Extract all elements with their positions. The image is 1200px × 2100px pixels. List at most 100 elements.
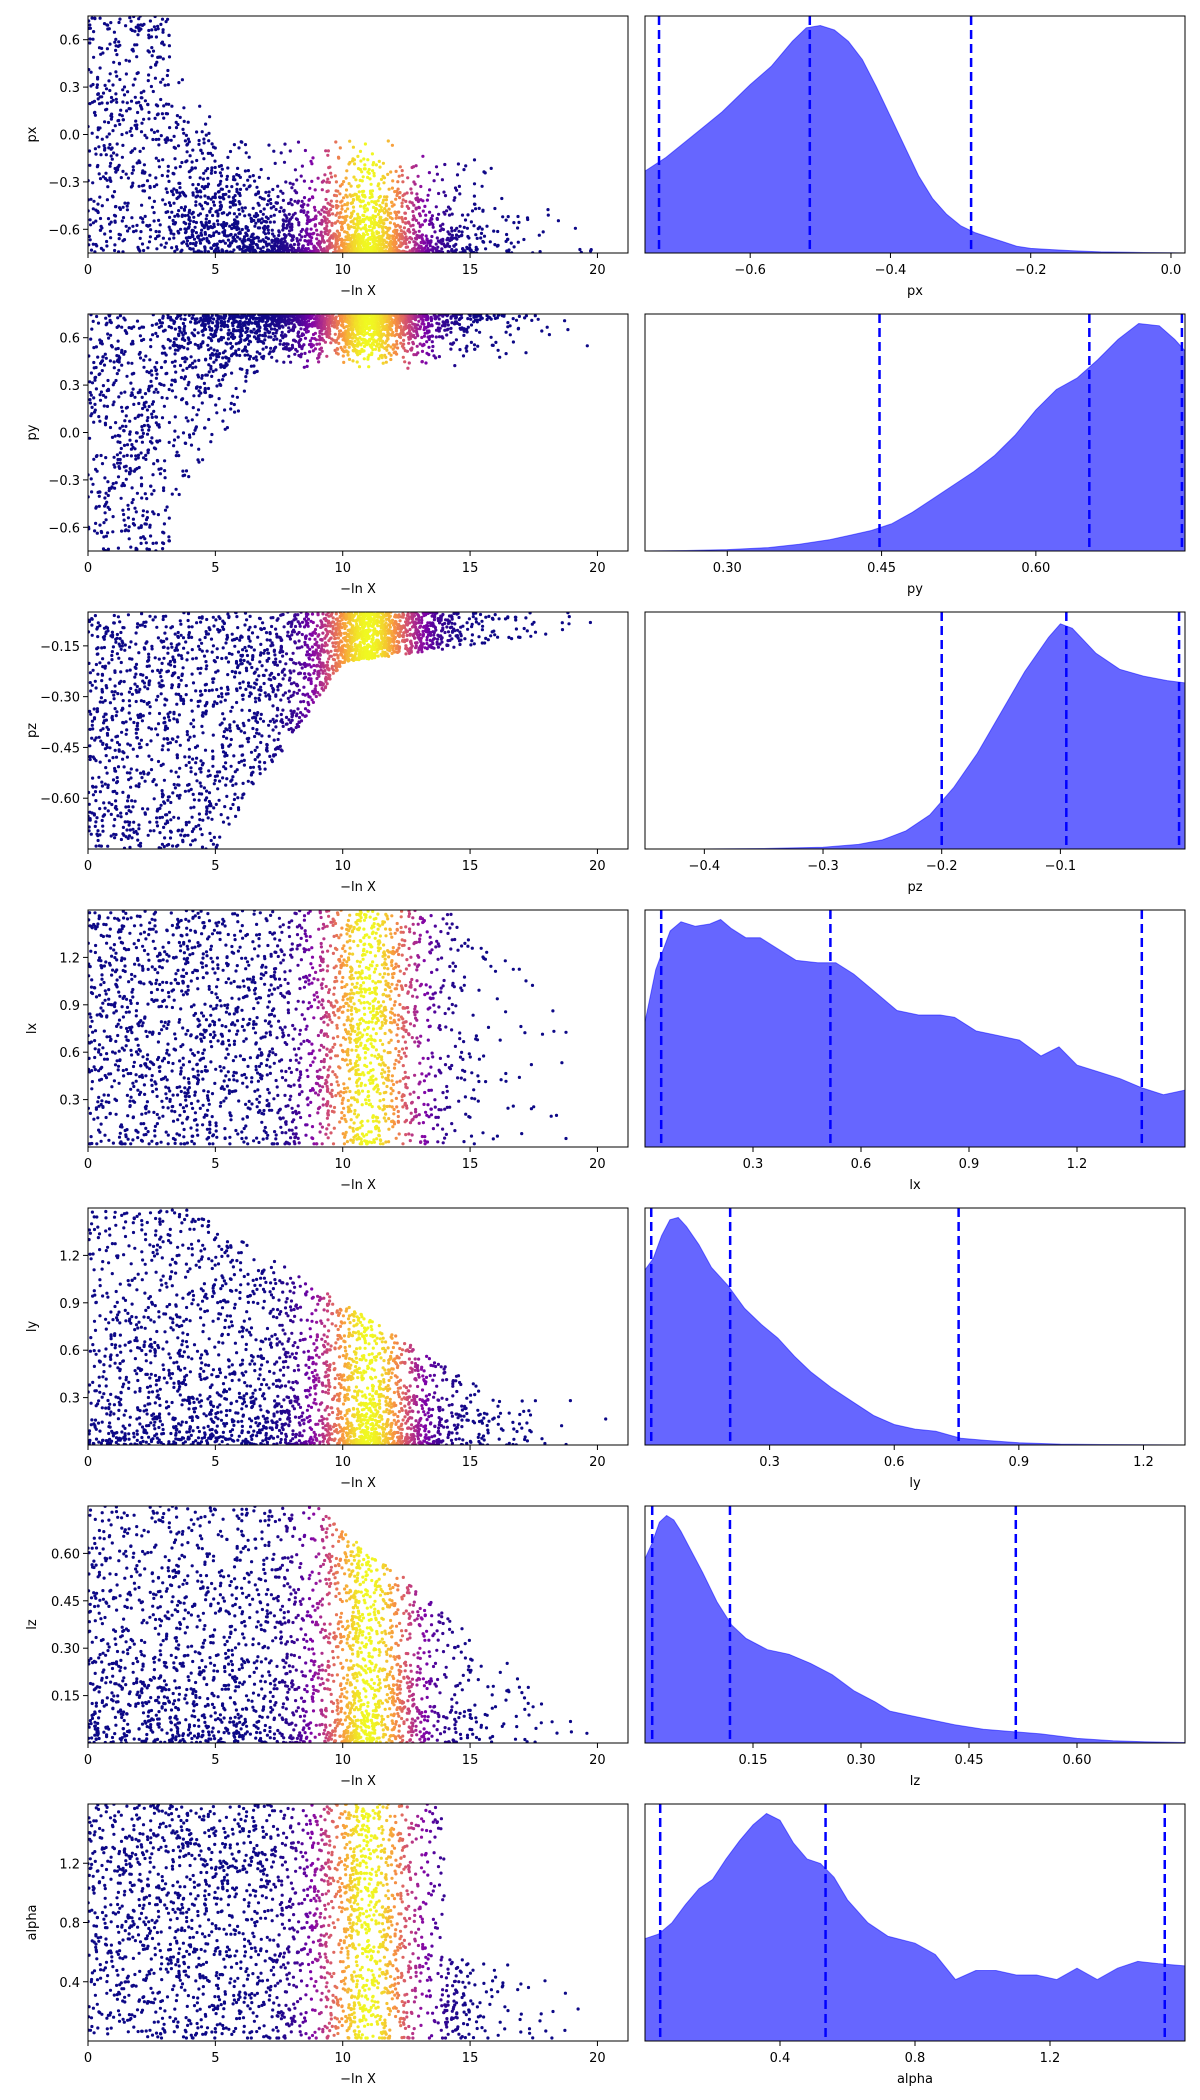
scatter-point [128, 129, 132, 133]
scatter-point [192, 250, 196, 253]
scatter-point [204, 358, 208, 362]
scatter-point [405, 237, 409, 241]
scatter-point [348, 245, 352, 249]
scatter-point [184, 441, 188, 445]
scatter-point [422, 314, 426, 317]
scatter-point [177, 209, 181, 213]
scatter-point [113, 465, 117, 469]
scatter-point [179, 317, 183, 321]
scatter-point [472, 182, 477, 186]
scatter-point [156, 27, 160, 31]
scatter-point [186, 137, 190, 141]
scatter-point [105, 239, 109, 244]
scatter-point [138, 149, 142, 153]
scatter-point [287, 348, 291, 352]
scatter-point [142, 337, 146, 342]
scatter-point [300, 199, 304, 203]
scatter-point [288, 149, 292, 153]
scatter-point [213, 159, 217, 163]
scatter-point [290, 203, 294, 207]
scatter-point [139, 216, 143, 220]
scatter-point [192, 333, 196, 337]
scatter-point [382, 325, 386, 329]
scatter-point [462, 225, 466, 229]
scatter-point [183, 360, 187, 364]
scatter-point [134, 510, 138, 514]
scatter-point [275, 237, 279, 241]
scatter-point [147, 240, 152, 244]
scatter-point [468, 314, 472, 318]
scatter-point [362, 189, 366, 193]
scatter-point [204, 217, 208, 221]
scatter-point [187, 380, 191, 384]
scatter-point [98, 398, 103, 402]
scatter-point [173, 359, 177, 363]
scatter-point [225, 184, 229, 189]
scatter-point [207, 321, 211, 325]
scatter-point [214, 403, 218, 407]
scatter-point [382, 181, 386, 185]
scatter-point [180, 398, 184, 402]
scatter-point [365, 208, 369, 212]
scatter-point [238, 187, 243, 191]
scatter-point [179, 227, 183, 231]
scatter-point [496, 229, 500, 234]
scatter-point [181, 368, 185, 372]
scatter-point [352, 222, 356, 226]
scatter-point [98, 228, 103, 232]
scatter-point [181, 333, 185, 337]
scatter-point [113, 214, 118, 218]
scatter-point [314, 246, 318, 250]
scatter-point [115, 453, 119, 457]
scatter-point [197, 142, 201, 146]
scatter-point [214, 330, 218, 334]
scatter-point [219, 383, 223, 387]
scatter-point [367, 217, 371, 221]
scatter-point [421, 199, 425, 203]
scatter-point [142, 423, 146, 428]
scatter-point [163, 459, 167, 463]
scatter-point [342, 241, 346, 245]
scatter-point [429, 216, 433, 221]
scatter-point [362, 167, 366, 171]
scatter-point [494, 340, 498, 344]
scatter-point [465, 349, 469, 353]
scatter-point [148, 358, 152, 362]
scatter-point [323, 340, 327, 344]
scatter-point [234, 239, 238, 243]
scatter-point [103, 504, 107, 508]
scatter-point [130, 391, 134, 395]
scatter-point [395, 228, 399, 232]
scatter-point [89, 371, 93, 375]
scatter-point [415, 332, 419, 336]
scatter-point [362, 241, 367, 245]
scatter-point [326, 326, 330, 330]
scatter-point [407, 227, 411, 232]
scatter-point [363, 203, 367, 207]
scatter-point [107, 388, 111, 392]
x-tick-label: 20 [589, 263, 606, 278]
scatter-point [264, 220, 268, 224]
scatter-point [221, 230, 225, 234]
scatter-point [311, 196, 315, 200]
scatter-point [167, 237, 172, 241]
scatter-point [335, 199, 339, 203]
scatter-point [178, 326, 182, 330]
scatter-point [93, 378, 97, 382]
scatter-point [215, 219, 220, 223]
scatter-point [432, 354, 436, 358]
scatter-point [235, 220, 239, 224]
scatter-point [199, 318, 203, 322]
scatter-point [121, 239, 125, 243]
scatter-point [89, 248, 94, 252]
scatter-point [374, 208, 378, 212]
scatter-point [451, 250, 456, 253]
scatter-point [291, 329, 295, 333]
scatter-point [164, 187, 168, 191]
scatter-point [125, 331, 129, 335]
scatter-point [187, 314, 191, 317]
scatter-point [314, 320, 318, 324]
scatter-point [109, 486, 113, 490]
scatter-point [193, 225, 197, 229]
scatter-point [326, 149, 330, 153]
